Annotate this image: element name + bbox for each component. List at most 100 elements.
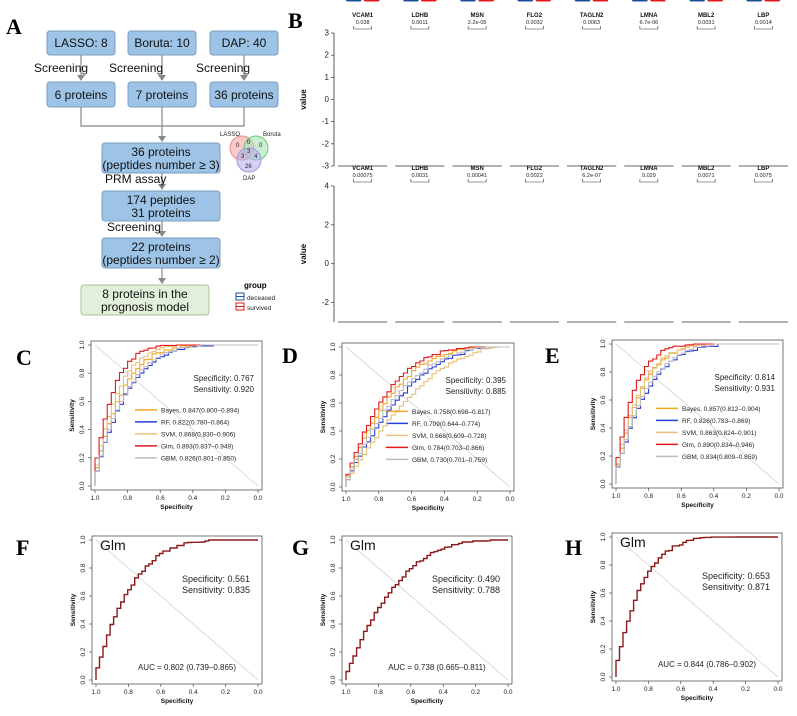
survived-point — [596, 0, 599, 2]
step3-line2: (peptides number ≥ 2) — [102, 253, 219, 267]
sensitivity-annotation: Sensitivity: 0.788 — [432, 585, 500, 595]
y-tick-label: -2 — [322, 298, 330, 307]
y-axis-title: Sensitivity — [70, 593, 77, 626]
deceased-point — [528, 0, 531, 2]
p-value-label: 6.7e-06 — [640, 20, 659, 26]
y-tick-label: 0 — [325, 95, 330, 104]
gene-label: VCAM1 — [352, 166, 374, 172]
legend-label: RF, 0.826(0.783–0.869) — [682, 418, 750, 425]
gene-label: MBL2 — [698, 166, 715, 172]
count-label-lasso: 6 proteins — [55, 88, 108, 102]
y-axis-title: Sensitivity — [320, 593, 327, 626]
panel-letter-f: F — [16, 535, 29, 560]
boxplot-top: value-3-2-10123VCAM10.038LDHB0.0011MSN2.… — [299, 0, 788, 171]
legend-title: group — [244, 281, 267, 290]
gene-label: TAGLN2 — [580, 166, 604, 172]
survived-point — [656, 0, 660, 2]
venn-count: 26 — [245, 164, 252, 170]
deceased-point — [526, 0, 529, 2]
survived-point — [767, 0, 771, 2]
x-tick-label: 0.2 — [471, 689, 480, 696]
panel-letter-h: H — [565, 535, 582, 560]
roc-curve-gbm — [94, 344, 258, 486]
step4-box — [80, 284, 210, 316]
step1-line1: 36 proteins — [131, 145, 190, 159]
y-tick-label: 0.8 — [600, 367, 607, 376]
deceased-point — [405, 0, 408, 2]
count-label-boruta: 7 proteins — [136, 88, 189, 102]
group-legend: group deceased survived — [235, 281, 276, 312]
y-tick-label: 0.4 — [79, 425, 86, 434]
reference-diagonal — [615, 343, 780, 485]
x-tick-label: 0.4 — [709, 493, 718, 500]
specificity-annotation: Specificity: 0.395 — [446, 376, 507, 385]
roc-curve-glm — [615, 536, 778, 677]
panel-letter-g: G — [292, 535, 309, 560]
step2-box — [101, 190, 221, 222]
roc-plot-f: 1.0 0.8 0.6 0.4 0.2 0.0 0.0 0.2 0.4 0.6 0.8 1.0 Spec… — [70, 535, 263, 705]
deceased-point — [414, 0, 417, 2]
venn-count: 0 — [236, 143, 240, 149]
deceased-point — [518, 0, 522, 2]
roc-curve-svm — [345, 346, 510, 487]
x-tick-label: 0.6 — [407, 496, 416, 503]
x-tick-label: 0.8 — [374, 689, 383, 696]
arrow-head — [158, 231, 166, 237]
roc-curve-glm — [95, 539, 258, 680]
venn-count: 4 — [254, 154, 258, 160]
x-tick-label: 0.6 — [676, 686, 685, 693]
step1-box — [101, 142, 221, 174]
y-tick-label: 2 — [325, 220, 330, 229]
x-tick-label: 0.0 — [773, 686, 782, 693]
venn-count: 0 — [259, 143, 263, 149]
deceased-point — [471, 0, 474, 2]
significance-bracket — [353, 26, 372, 30]
y-tick-label: -2 — [322, 139, 330, 148]
deceased-point — [411, 0, 414, 2]
y-tick-label: 1.0 — [600, 532, 607, 541]
deceased-point — [354, 0, 358, 2]
x-tick-label: 0.6 — [156, 495, 165, 502]
x-tick-label: 0.4 — [439, 689, 448, 696]
legend-label: Bayes, 0.758(0.698–0.817) — [412, 409, 490, 416]
p-value-label: 2.2e-05 — [468, 20, 487, 26]
step2-line1: 174 peptides — [127, 193, 196, 207]
deceased-point — [758, 0, 762, 2]
auc-annotation: AUC = 0.738 (0.665–0.811) — [388, 663, 486, 672]
venn-count: 3 — [247, 149, 251, 155]
x-tick-label: 0.8 — [374, 496, 383, 503]
y-tick-label: 0.0 — [600, 479, 607, 488]
gene-label: TAGLN2 — [580, 13, 604, 19]
specificity-annotation: Specificity: 0.561 — [182, 574, 250, 584]
gene-label: FLG2 — [527, 166, 543, 172]
panel-letter-b: B — [288, 8, 303, 33]
survived-point — [480, 0, 484, 2]
screening-label-4: Screening — [107, 220, 161, 234]
gene-label: LDHB — [412, 13, 429, 19]
method-label-lasso: LASSO: 8 — [54, 36, 108, 50]
p-value-label: 0.0031 — [411, 173, 428, 179]
x-tick-label: 1.0 — [91, 689, 100, 696]
y-tick-label: 0.8 — [79, 368, 86, 377]
significance-bracket — [639, 179, 659, 183]
survived-point — [773, 0, 777, 2]
survived-point — [537, 0, 540, 2]
x-tick-label: 0.0 — [774, 493, 783, 500]
legend-label: GBM, 0.834(0.809–0.859) — [682, 454, 757, 461]
y-tick-label: 0.8 — [330, 370, 337, 379]
survived-point — [601, 0, 604, 2]
panel-letter-a: A — [6, 14, 22, 39]
gene-label: MBL2 — [698, 13, 715, 19]
x-tick-label: 0.8 — [123, 495, 132, 502]
venn-label-boruta: Boruta — [263, 132, 281, 138]
x-tick-label: 0.2 — [741, 686, 750, 693]
y-tick-label: 0.6 — [79, 397, 86, 406]
significance-bracket — [639, 26, 659, 30]
y-tick-label: 0.0 — [80, 675, 87, 684]
significance-bracket — [525, 26, 544, 30]
survived-point — [426, 0, 430, 2]
y-tick-label: 0.4 — [600, 423, 607, 432]
gene-label: FLG2 — [527, 13, 543, 19]
survived-point — [376, 0, 379, 2]
y-tick-label: 0.0 — [600, 672, 607, 681]
